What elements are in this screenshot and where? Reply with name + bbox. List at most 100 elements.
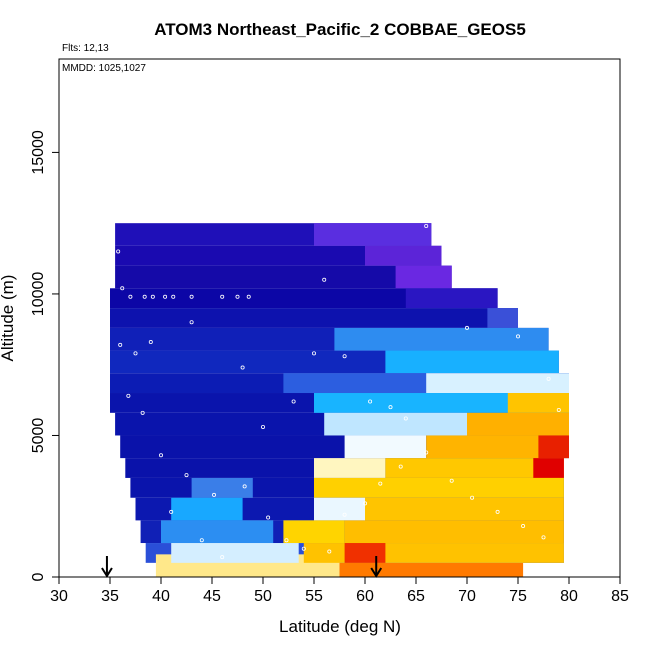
observation-point-6: [163, 294, 168, 299]
y-axis-label: Altitude (m): [0, 275, 17, 362]
observation-point-41: [521, 524, 526, 529]
x-tick-label-5: 55: [305, 588, 323, 605]
observation-point-30: [266, 515, 271, 520]
observation-point-52: [291, 399, 296, 404]
observation-point-26: [158, 453, 163, 458]
observation-point-35: [378, 481, 383, 486]
curtain-cell-42: [161, 520, 274, 544]
curtain-cell-41: [365, 497, 564, 521]
observation-point-11: [246, 294, 251, 299]
curtain-cell-38: [314, 477, 564, 498]
flight-arrows: [101, 556, 383, 578]
curtain-cell-45: [171, 543, 299, 563]
y-tick-label-2: 10000: [30, 272, 47, 317]
observation-point-33: [327, 549, 332, 554]
observation-point-28: [212, 492, 217, 497]
flights-annotation: Flts: 12,13: [62, 43, 109, 54]
observation-point-12: [118, 342, 123, 347]
observation-point-1: [116, 249, 121, 254]
curtain-cell-27: [314, 393, 569, 413]
observation-point-44: [546, 376, 551, 381]
observation-points: [111, 224, 561, 560]
observation-point-18: [342, 354, 347, 359]
curtain-cell-44: [344, 520, 564, 544]
observation-point-29: [242, 484, 247, 489]
curtain-cell-22: [487, 308, 518, 328]
arrow-1: [370, 556, 383, 578]
observation-point-46: [464, 325, 469, 330]
x-tick-label-9: 75: [509, 588, 527, 605]
curtain-cells: [110, 223, 569, 577]
observation-point-45: [516, 334, 521, 339]
curtain-cell-19: [365, 245, 442, 266]
observation-point-32: [301, 546, 306, 551]
curtain-cell-46: [303, 543, 564, 563]
observation-point-21: [403, 416, 408, 421]
observation-point-7: [171, 294, 176, 299]
arrow-head: [370, 567, 383, 578]
observation-point-50: [169, 509, 174, 514]
observation-point-5: [150, 294, 155, 299]
observation-point-51: [260, 424, 265, 429]
observation-point-17: [322, 277, 327, 282]
curtain-cell-37: [191, 477, 253, 498]
y-tick-label-1: 5000: [30, 418, 47, 454]
observation-point-2: [120, 286, 125, 291]
observation-point-19: [368, 399, 373, 404]
curtain-cell-47: [344, 543, 386, 563]
observation-point-43: [556, 407, 561, 412]
curtain-cell-34: [314, 458, 386, 478]
observation-point-15: [189, 320, 194, 325]
curtain-cell-24: [385, 350, 559, 374]
observation-point-39: [470, 495, 475, 500]
x-tick-label-6: 60: [356, 588, 374, 605]
observation-point-25: [140, 410, 145, 415]
observation-point-23: [434, 232, 439, 237]
observation-point-53: [311, 351, 316, 356]
curtain-cell-29: [324, 412, 467, 436]
curtain-cell-43: [283, 520, 345, 544]
curtain-cell-36: [533, 458, 564, 478]
x-tick-label-1: 35: [101, 588, 119, 605]
observation-point-27: [184, 473, 189, 478]
observation-point-37: [424, 450, 429, 455]
plot-frame: [58, 58, 621, 578]
curtain-cell-18: [314, 223, 432, 246]
curtain-cell-33: [538, 435, 569, 459]
x-tick-label-2: 40: [152, 588, 170, 605]
x-axis: 30 35 40 45 50 55 60 65 70 75 80 85: [50, 577, 629, 605]
curtain-cell-17: [339, 562, 524, 577]
observation-point-36: [398, 464, 403, 469]
observation-point-4: [142, 294, 147, 299]
curtain-cell-39: [171, 497, 243, 521]
x-tick-label-3: 45: [203, 588, 221, 605]
curtain-cell-28: [507, 393, 569, 413]
observation-point-48: [199, 538, 204, 543]
observation-point-24: [126, 393, 131, 398]
observation-point-42: [541, 535, 546, 540]
observation-point-8: [189, 294, 194, 299]
curtain-cell-31: [344, 435, 427, 459]
observation-point-49: [220, 555, 225, 560]
curtain-cell-32: [426, 435, 569, 459]
observation-point-31: [284, 538, 289, 543]
observation-point-16: [240, 365, 245, 370]
y-tick-label-0: 0: [30, 572, 47, 581]
arrow-0: [101, 556, 113, 578]
curtain-cell-3: [110, 288, 498, 309]
y-axis: 0 5000 10000 15000: [30, 130, 59, 581]
x-tick-label-7: 65: [407, 588, 425, 605]
x-tick-label-11: 85: [611, 588, 629, 605]
observation-point-47: [342, 512, 347, 517]
observation-point-13: [133, 351, 138, 356]
observation-point-10: [235, 294, 240, 299]
x-tick-label-4: 50: [254, 588, 272, 605]
curtain-cell-1: [115, 245, 442, 266]
observation-point-40: [495, 509, 500, 514]
curtain-cell-20: [395, 265, 452, 289]
curtain-cell-40: [314, 497, 365, 521]
y-tick-label-3: 15000: [30, 130, 47, 175]
observation-point-0: [111, 224, 116, 229]
observation-point-9: [220, 294, 225, 299]
